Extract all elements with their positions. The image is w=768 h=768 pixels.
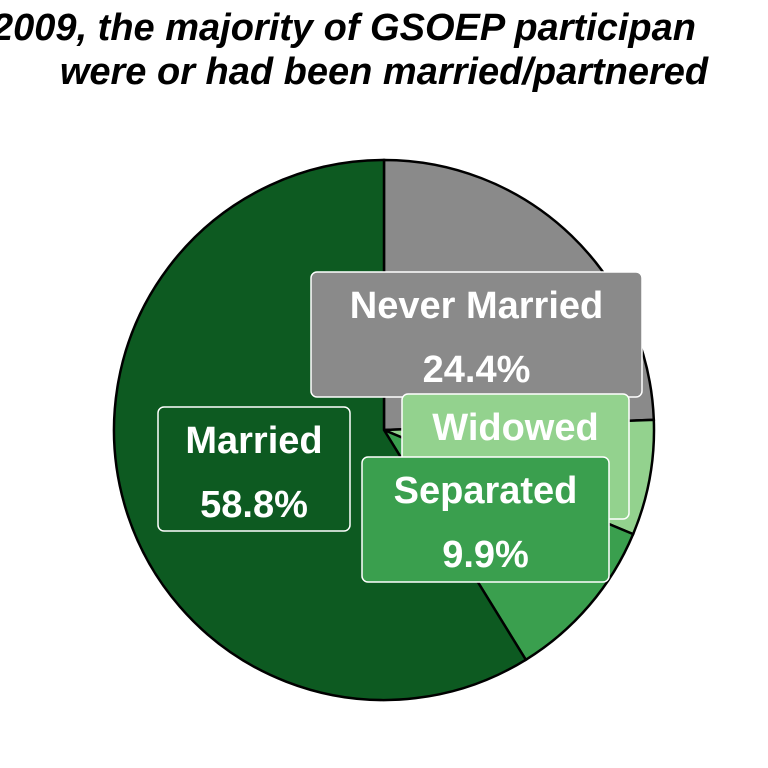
slice-label-name: Never Married (350, 285, 603, 327)
chart-title-line-1: 2009, the majority of GSOEP participan (0, 7, 696, 49)
slice-label-married: Married 58.8% (157, 406, 351, 532)
chart-title-line-2: were or had been married/partnered (59, 51, 709, 93)
slice-label-percent: 24.4% (423, 349, 531, 391)
slice-label-box (157, 406, 351, 532)
slice-label-separated: Separated 9.9% (361, 456, 610, 583)
chart-title: 2009, the majority of GSOEP participan w… (0, 6, 768, 94)
slice-label-name: Widowed (432, 407, 598, 449)
slice-label-never-married: Never Married 24.4% (310, 271, 643, 398)
slice-label-box (361, 456, 610, 583)
slice-label-name: Married (185, 420, 322, 462)
slice-label-percent: 9.9% (442, 534, 529, 576)
slice-label-name: Separated (394, 470, 578, 512)
slice-label-percent: 58.8% (200, 484, 308, 526)
